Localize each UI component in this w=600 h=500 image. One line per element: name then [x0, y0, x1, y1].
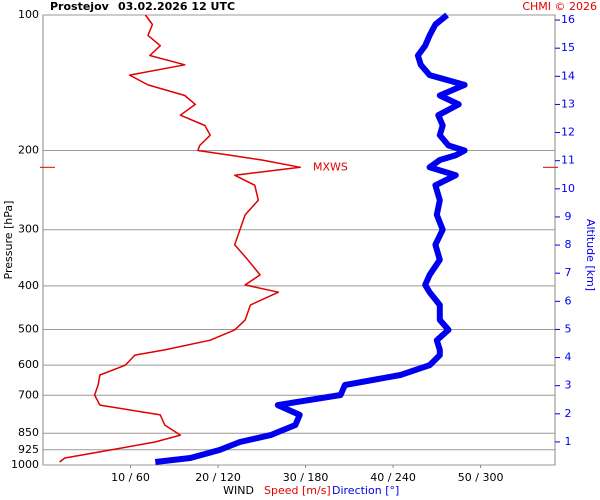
y-tick-label: 500	[18, 323, 39, 336]
y2-tick-label: 4	[565, 351, 572, 364]
profile-line	[154, 12, 468, 465]
y-tick-label: 100	[18, 8, 39, 21]
x-tick-label: 40 / 240	[370, 471, 416, 484]
x-tick-label: 50 / 300	[458, 471, 504, 484]
legend-entry: Speed [m/s]	[264, 484, 331, 497]
credit: CHMI © 2026	[522, 0, 597, 13]
y2-tick-label: 8	[565, 238, 572, 251]
x-tick-label: 20 / 120	[195, 471, 241, 484]
y2-tick-label: 16	[561, 13, 575, 26]
profile-line	[59, 14, 302, 463]
y-tick-label: 700	[18, 388, 39, 401]
y-tick-label: 600	[18, 358, 39, 371]
y2-tick-label: 2	[565, 407, 572, 420]
y-tick-label: 300	[18, 223, 39, 236]
y2-tick-label: 13	[561, 97, 575, 110]
y2-tick-label: 1	[565, 435, 572, 448]
y-tick-label: 850	[18, 426, 39, 439]
y2-tick-label: 9	[565, 210, 572, 223]
y-tick-label: 200	[18, 143, 39, 156]
y2-tick-label: 6	[565, 294, 572, 307]
x-tick-label: 30 / 180	[283, 471, 329, 484]
legend-entry: Direction [°]	[332, 484, 399, 497]
y2-tick-label: 5	[565, 322, 572, 335]
y2-tick-label: 14	[561, 69, 575, 82]
y-axis-label: Pressure [hPa]	[2, 201, 15, 280]
y2-tick-label: 7	[565, 266, 572, 279]
y2-tick-label: 3	[565, 379, 572, 392]
plot-frame	[42, 14, 556, 466]
x-tick-label: 10 / 60	[111, 471, 150, 484]
y-tick-label: 400	[18, 279, 39, 292]
y-tick-label: 925	[18, 443, 39, 456]
x-axis-label: WIND	[223, 484, 254, 497]
y2-tick-label: 10	[561, 182, 575, 195]
y-tick-label: 1000	[11, 458, 39, 471]
chart-subtitle: 03.02.2026 12 UTC	[118, 0, 235, 13]
chart-title: Prostejov	[50, 0, 110, 13]
y2-tick-label: 11	[561, 154, 575, 167]
annotation: MXWS	[313, 160, 348, 173]
y2-tick-label: 15	[561, 41, 575, 54]
y2-tick-label: 12	[561, 126, 575, 139]
y2-axis-label: Altitude [km]	[584, 219, 597, 291]
